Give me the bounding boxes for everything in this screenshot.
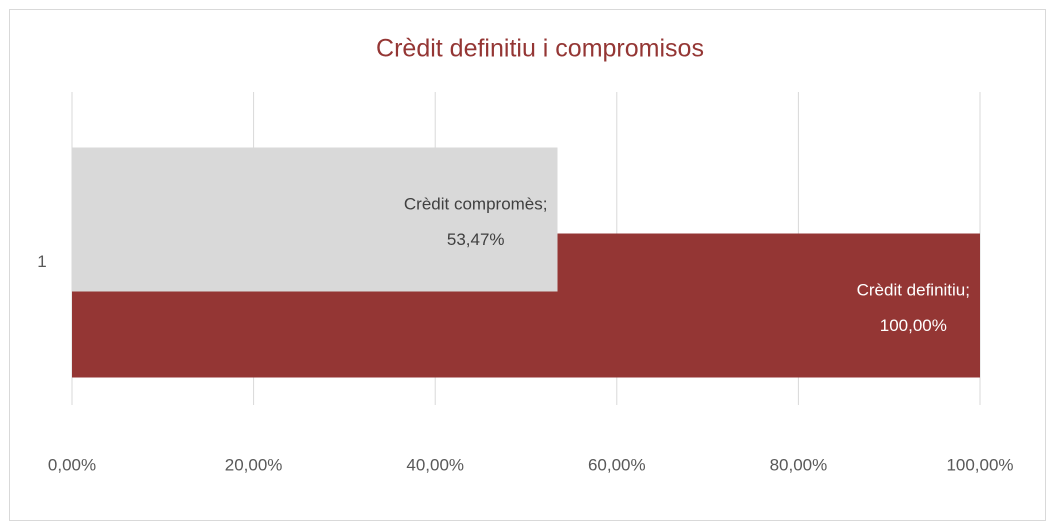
data-label: 53,47% (447, 230, 505, 249)
x-tick-label: 20,00% (225, 455, 283, 474)
data-label: Crèdit definitiu; (857, 281, 970, 300)
data-label-separator: ; (543, 195, 548, 214)
x-tick-label: 40,00% (406, 455, 464, 474)
bar (72, 147, 558, 292)
data-label-name: Crèdit definitiu (857, 281, 966, 300)
data-label: 100,00% (880, 316, 947, 335)
data-label-name: Crèdit compromès (404, 195, 543, 214)
y-tick-label: 1 (37, 252, 46, 271)
data-label-separator: ; (965, 281, 970, 300)
data-label: Crèdit compromès; (404, 195, 548, 214)
x-tick-label: 100,00% (946, 455, 1013, 474)
x-tick-label: 60,00% (588, 455, 646, 474)
x-tick-label: 80,00% (770, 455, 828, 474)
chart-title: Crèdit definitiu i compromisos (376, 35, 704, 63)
x-tick-label: 0,00% (48, 455, 96, 474)
